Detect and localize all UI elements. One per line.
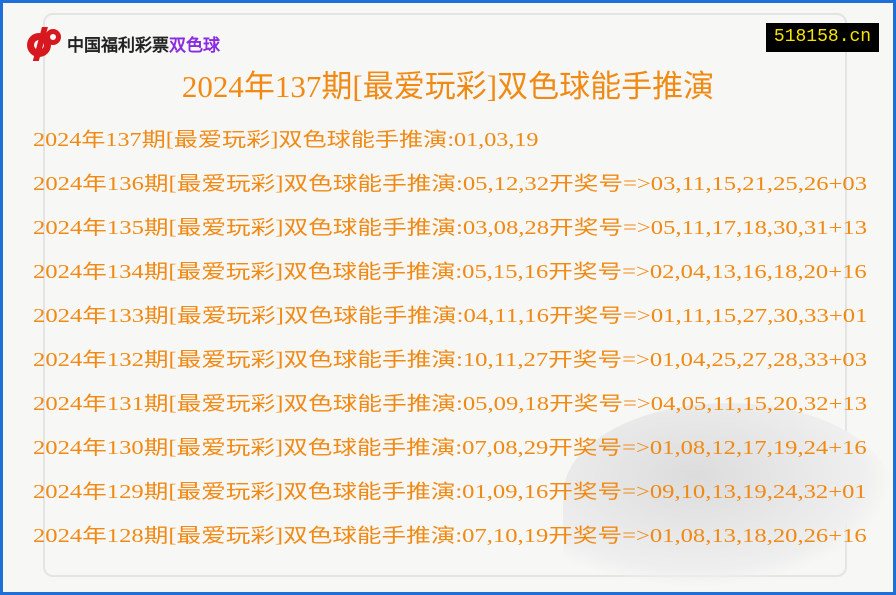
prediction-row: 2024年131期[最爱玩彩]双色球能手推演:05,09,18开奖号=>04,0… <box>33 394 868 415</box>
lottery-logo: 中国福利彩票双色球 <box>23 23 220 63</box>
prediction-row: 2024年132期[最爱玩彩]双色球能手推演:10,11,27开奖号=>01,0… <box>33 350 868 371</box>
prediction-row: 2024年134期[最爱玩彩]双色球能手推演:05,15,16开奖号=>02,0… <box>33 262 867 283</box>
prediction-row: 2024年130期[最爱玩彩]双色球能手推演:07,08,29开奖号=>01,0… <box>33 438 867 459</box>
welfare-lottery-logo-icon <box>27 27 61 61</box>
logo-text: 中国福利彩票双色球 <box>67 31 220 56</box>
mountain-watermark <box>563 403 893 588</box>
logo-text-ssq: 双色球 <box>169 35 220 55</box>
prediction-row: 2024年129期[最爱玩彩]双色球能手推演:01,09,16开奖号=>09,1… <box>33 482 867 503</box>
prediction-row: 2024年137期[最爱玩彩]双色球能手推演:01,03,19 <box>33 130 539 151</box>
decorative-border <box>43 13 847 577</box>
prediction-row: 2024年136期[最爱玩彩]双色球能手推演:05,12,32开奖号=>03,1… <box>33 174 868 195</box>
site-badge: 518158.cn <box>766 23 879 52</box>
prediction-row: 2024年128期[最爱玩彩]双色球能手推演:07,10,19开奖号=>01,0… <box>33 526 867 547</box>
prediction-row: 2024年135期[最爱玩彩]双色球能手推演:03,08,28开奖号=>05,1… <box>33 218 868 239</box>
logo-text-main: 中国福利彩票 <box>67 35 169 55</box>
page-title: 2024年137期[最爱玩彩]双色球能手推演 <box>181 69 715 104</box>
prediction-row: 2024年133期[最爱玩彩]双色球能手推演:04,11,16开奖号=>01,1… <box>33 306 868 327</box>
